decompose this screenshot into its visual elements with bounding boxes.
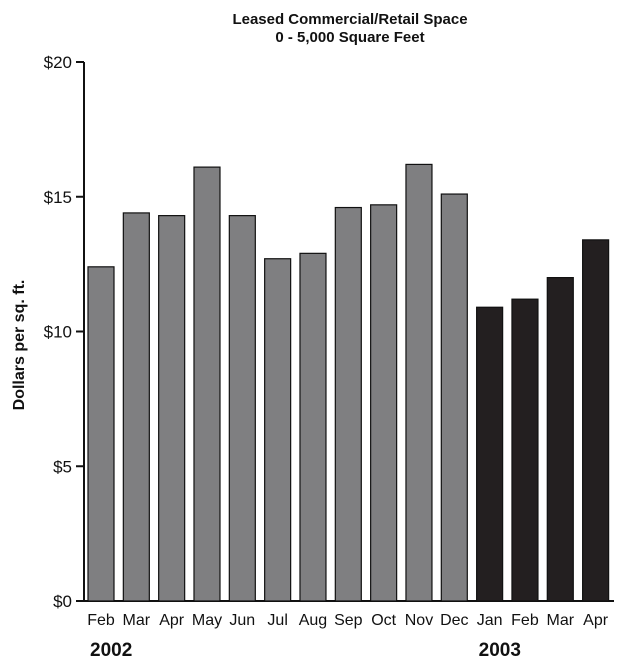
- x-tick-label: Dec: [440, 612, 468, 629]
- x-tick-label: Oct: [371, 612, 396, 629]
- chart-title-line-2: 0 - 5,000 Square Feet: [275, 29, 424, 46]
- year-labels: 2002 2003: [90, 640, 521, 661]
- x-tick-label: Mar: [123, 612, 151, 629]
- bar-feb-12: [511, 298, 539, 602]
- x-tick-label: Sep: [334, 612, 363, 629]
- year-label-2002: 2002: [90, 640, 132, 661]
- bar-apr-2: [158, 215, 186, 602]
- bar-may-3: [193, 166, 221, 602]
- chart-title-line-1: Leased Commercial/Retail Space: [232, 11, 467, 28]
- x-tick-label: Feb: [87, 612, 115, 629]
- x-labels: Feb Mar Apr May Jun Jul Aug Sep Oct Nov Dec Jan Feb M…: [87, 612, 609, 629]
- y-tick-label: $5: [53, 457, 72, 476]
- x-tick-label: Jun: [229, 612, 255, 629]
- y-tick-label: $0: [53, 592, 72, 611]
- bar-dec-10: [440, 193, 468, 602]
- x-tick-label: May: [192, 612, 222, 629]
- bar-mar-13: [546, 277, 574, 602]
- bar-feb-0: [87, 266, 115, 602]
- bar-sep-7: [334, 206, 362, 602]
- year-label-2003: 2003: [479, 640, 521, 661]
- x-tick-label: Nov: [405, 612, 433, 629]
- x-tick-label: Jul: [267, 612, 287, 629]
- bars: [87, 163, 610, 602]
- y-tick-label: $15: [44, 188, 72, 207]
- bar-aug-6: [299, 252, 327, 602]
- x-tick-label: Mar: [547, 612, 575, 629]
- y-ticks: $0 $5 $10 $15 $20: [44, 53, 84, 611]
- x-tick-label: Apr: [583, 612, 609, 629]
- bar-apr-14: [582, 239, 610, 602]
- bar-oct-8: [370, 204, 398, 602]
- bar-mar-1: [122, 212, 150, 602]
- x-tick-label: Feb: [511, 612, 539, 629]
- x-tick-label: Apr: [159, 612, 185, 629]
- x-tick-label: Jan: [477, 612, 503, 629]
- y-axis-label: Dollars per sq. ft.: [11, 280, 28, 411]
- bar-jun-4: [228, 215, 256, 602]
- y-tick-label: $10: [44, 323, 72, 342]
- bar-jul-5: [264, 258, 292, 602]
- y-tick-label: $20: [44, 53, 72, 72]
- x-tick-label: Aug: [299, 612, 327, 629]
- bar-jan-11: [476, 306, 504, 602]
- bar-nov-9: [405, 163, 433, 602]
